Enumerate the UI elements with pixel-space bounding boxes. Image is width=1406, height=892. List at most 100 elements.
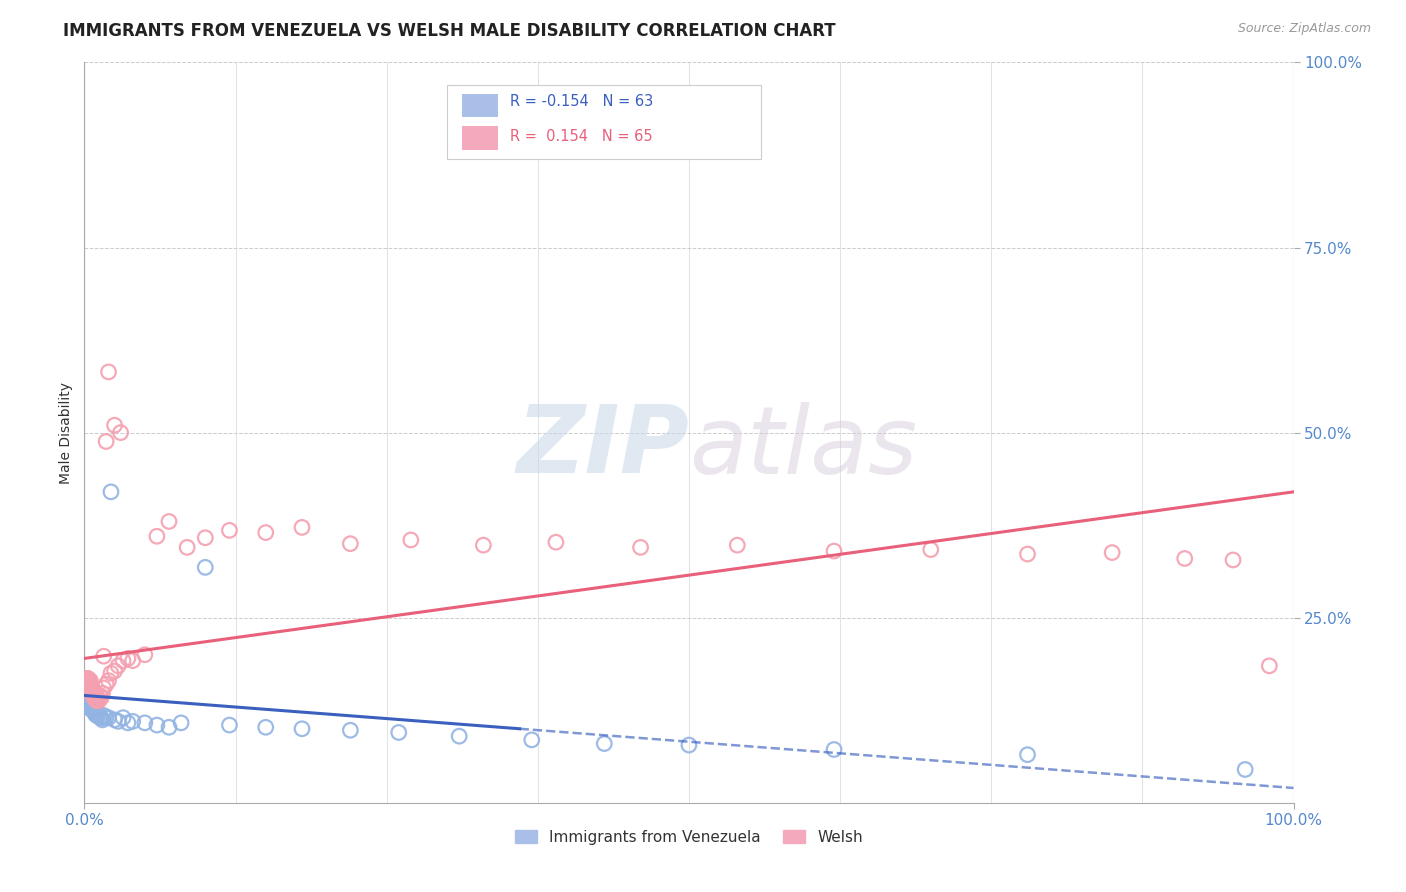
Point [77,693,100,707]
Point [100,666,122,681]
Point [823,742,845,756]
Point [82,683,104,698]
Point [134,648,156,662]
Point [112,711,135,725]
Point [86,689,108,703]
Point [79,679,101,693]
Point [104,418,127,433]
Point [82,689,104,703]
Point [83,699,105,714]
Point [112,654,135,668]
Point [75,696,97,710]
Point [80,681,103,695]
Point [157,720,180,734]
Point [83,690,105,705]
Point [291,520,314,534]
Point [84,686,107,700]
Point [94,711,117,725]
Point [77,673,100,688]
Point [630,541,652,555]
Point [104,713,127,727]
Point [339,536,361,550]
Point [83,705,105,719]
Point [77,694,100,708]
Point [194,560,217,574]
Point [90,690,112,705]
Point [84,692,107,706]
Point [117,651,139,665]
Point [83,685,105,699]
Point [86,693,108,707]
Point [80,698,103,712]
Point [449,729,471,743]
Point [94,677,117,691]
Point [80,686,103,700]
Point [1017,747,1039,762]
Point [76,693,98,707]
Point [87,693,110,707]
Point [77,690,100,705]
Point [77,683,100,698]
Text: R =  0.154   N = 65: R = 0.154 N = 65 [510,129,652,144]
Point [76,672,98,686]
Point [100,484,122,499]
FancyBboxPatch shape [447,85,762,159]
Text: atlas: atlas [689,402,917,493]
Point [117,715,139,730]
Point [1234,763,1257,777]
Point [77,672,100,686]
Text: IMMIGRANTS FROM VENEZUELA VS WELSH MALE DISABILITY CORRELATION CHART: IMMIGRANTS FROM VENEZUELA VS WELSH MALE … [63,22,837,40]
Point [79,692,101,706]
FancyBboxPatch shape [461,94,498,117]
Point [1174,551,1197,566]
Point [76,675,98,690]
Point [593,737,616,751]
Point [93,681,115,695]
Point [86,708,108,723]
Point [76,690,98,704]
Point [91,686,114,700]
Point [678,738,700,752]
Point [1101,545,1123,559]
Point [1258,658,1281,673]
Point [86,706,108,721]
Point [823,544,845,558]
Point [399,533,422,547]
Point [94,434,117,449]
Point [218,524,240,538]
Point [91,713,114,727]
Point [86,703,108,717]
Point [77,679,100,693]
Point [75,681,97,695]
Point [75,673,97,688]
Point [89,689,111,703]
Point [254,525,277,540]
Y-axis label: Male Disability: Male Disability [59,382,73,483]
Point [146,529,169,543]
Point [1017,547,1039,561]
Point [77,698,100,712]
Point [291,722,314,736]
Point [77,681,100,695]
Point [725,538,748,552]
Point [86,693,108,707]
Point [79,699,101,714]
Point [121,714,143,729]
Point [82,699,104,714]
Point [93,708,115,723]
Point [76,696,98,710]
Point [134,715,156,730]
Point [77,698,100,712]
Point [544,535,567,549]
Text: R = -0.154   N = 63: R = -0.154 N = 63 [510,95,654,109]
Point [82,703,104,717]
Point [107,658,129,673]
Point [75,693,97,707]
Point [84,701,107,715]
Point [107,714,129,729]
Point [77,691,100,706]
Point [77,695,100,709]
Point [920,542,942,557]
Point [254,720,277,734]
Point [93,649,115,664]
